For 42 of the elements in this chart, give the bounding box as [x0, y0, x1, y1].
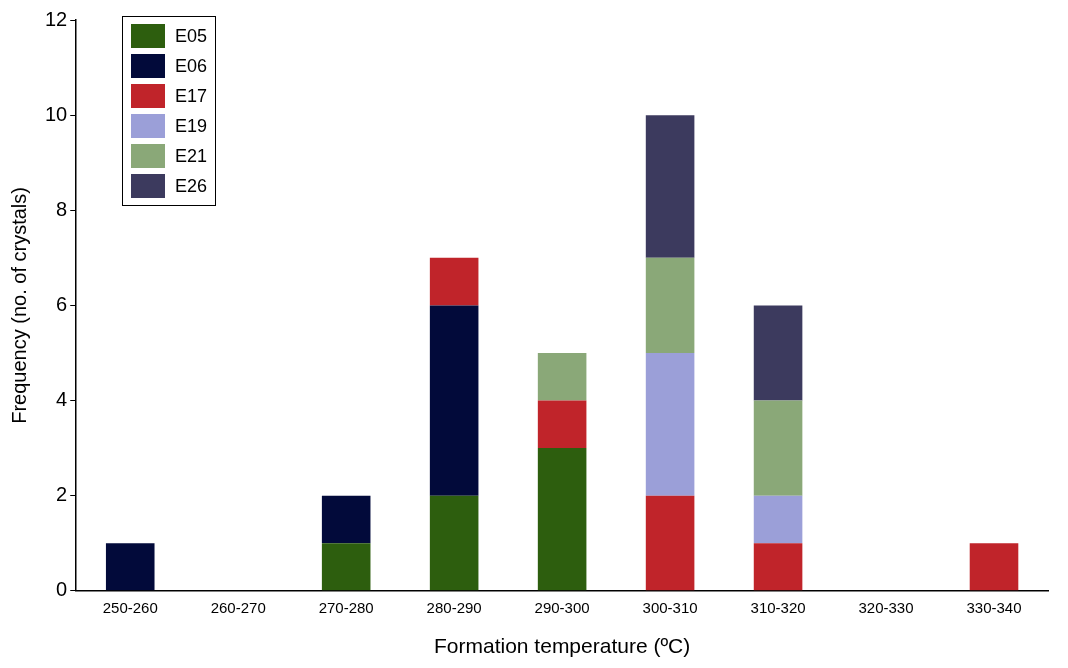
y-tick-label: 10	[45, 102, 68, 125]
bar	[429, 257, 479, 306]
x-tick-label: 320-330	[858, 598, 914, 616]
bar	[969, 543, 1019, 591]
bar	[537, 400, 587, 449]
bar	[321, 543, 371, 591]
y-tick-label: 4	[56, 388, 68, 411]
x-axis-title: Formation temperature (ºC)	[434, 634, 691, 658]
bar	[105, 543, 155, 591]
legend-label: E21	[175, 145, 208, 167]
x-tick-label: 270-280	[318, 598, 374, 616]
y-tick-label: 8	[56, 197, 68, 220]
x-tick-label: 260-270	[210, 598, 266, 616]
x-tick-label: 300-310	[642, 598, 698, 616]
bar	[753, 543, 803, 591]
bar	[645, 115, 695, 258]
y-tick-label: 0	[56, 578, 68, 601]
bar	[753, 400, 803, 496]
x-tick-label: 290-300	[534, 598, 590, 616]
legend-label: E17	[175, 85, 208, 107]
bar	[753, 495, 803, 544]
legend-label: E06	[175, 55, 208, 77]
bar	[645, 352, 695, 496]
bar	[753, 305, 803, 401]
x-tick-label: 250-260	[102, 598, 158, 616]
legend-label: E05	[175, 25, 208, 47]
y-tick-label: 6	[56, 292, 68, 315]
y-tick-label: 12	[45, 7, 68, 30]
x-tick-label: 330-340	[966, 598, 1022, 616]
legend-label: E26	[175, 175, 208, 197]
x-tick-label: 280-290	[426, 598, 482, 616]
y-tick-label: 2	[56, 483, 68, 506]
legend-label: E19	[175, 115, 208, 137]
bar	[537, 352, 587, 401]
bar	[429, 495, 479, 591]
bar	[645, 495, 695, 591]
bar	[321, 495, 371, 544]
x-tick-label: 310-320	[750, 598, 806, 616]
y-axis-title: Frequency (no. of crystals)	[7, 187, 30, 424]
bar	[645, 257, 695, 353]
bar	[537, 448, 587, 591]
bar	[429, 305, 479, 496]
